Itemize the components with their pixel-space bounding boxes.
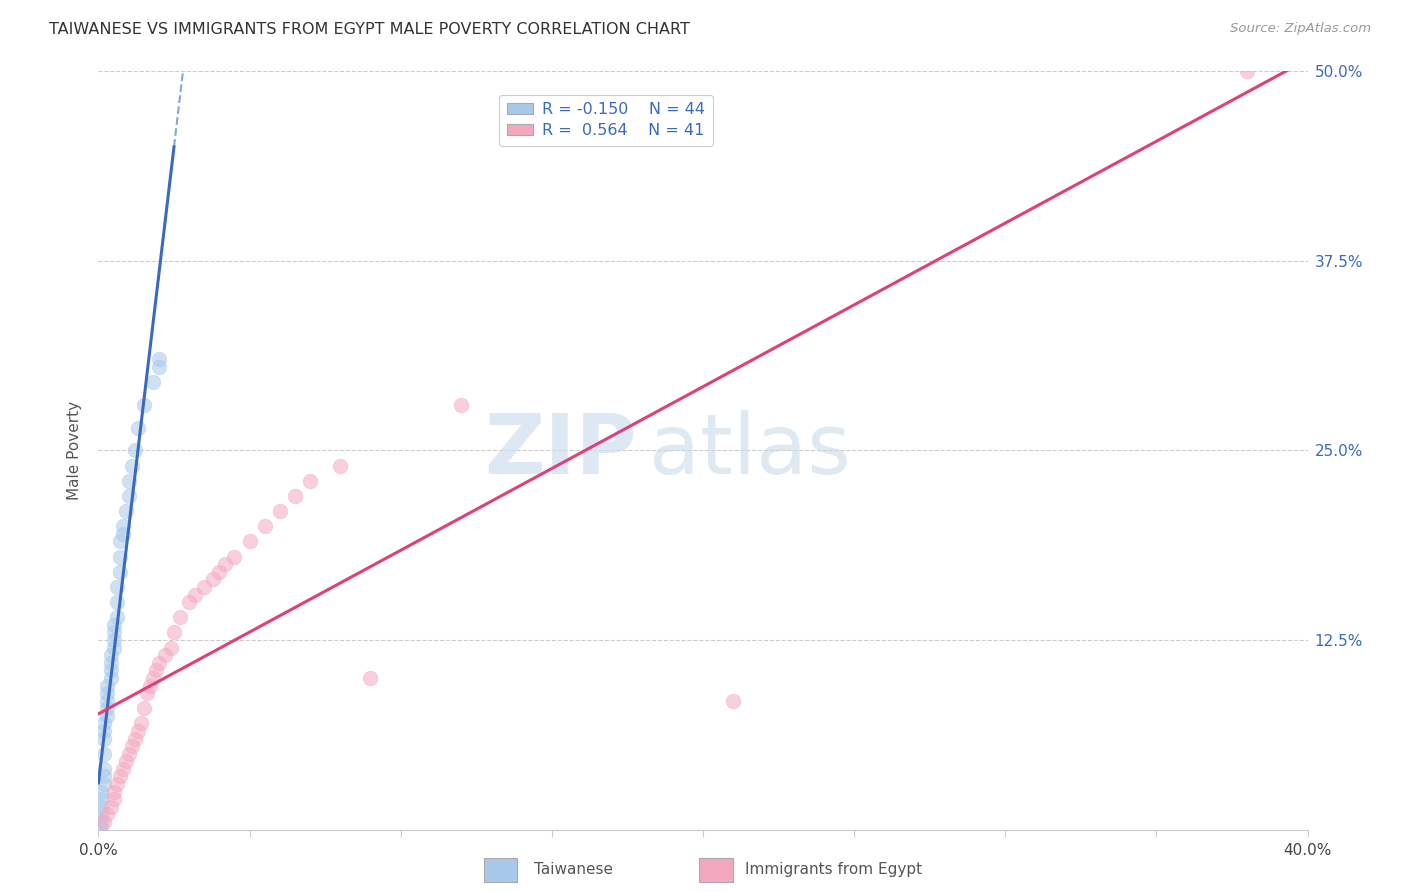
Y-axis label: Male Poverty: Male Poverty xyxy=(67,401,83,500)
Point xyxy=(148,352,170,367)
Point xyxy=(93,731,115,746)
Point xyxy=(153,648,176,662)
Point xyxy=(269,504,291,518)
Text: Taiwanese: Taiwanese xyxy=(534,863,613,877)
Point xyxy=(202,573,225,587)
Point xyxy=(105,777,128,791)
Point xyxy=(96,708,118,723)
Point xyxy=(111,526,134,541)
Text: Source: ZipAtlas.com: Source: ZipAtlas.com xyxy=(1230,22,1371,36)
Point xyxy=(93,747,115,761)
Point xyxy=(100,656,122,670)
Point xyxy=(93,769,115,784)
Point xyxy=(103,785,125,799)
Point xyxy=(111,762,134,776)
Point xyxy=(145,664,167,678)
Point xyxy=(105,595,128,609)
Point xyxy=(132,398,155,412)
Text: TAIWANESE VS IMMIGRANTS FROM EGYPT MALE POVERTY CORRELATION CHART: TAIWANESE VS IMMIGRANTS FROM EGYPT MALE … xyxy=(49,22,690,37)
Point xyxy=(124,443,146,458)
Point xyxy=(253,519,276,533)
Point xyxy=(163,625,186,640)
Legend: R = -0.150    N = 44, R =  0.564    N = 41: R = -0.150 N = 44, R = 0.564 N = 41 xyxy=(499,95,713,146)
Point xyxy=(90,785,112,799)
Point xyxy=(450,398,472,412)
Point xyxy=(132,701,155,715)
Text: Immigrants from Egypt: Immigrants from Egypt xyxy=(745,863,922,877)
Point xyxy=(142,376,165,390)
Point xyxy=(103,625,125,640)
Point xyxy=(96,678,118,692)
Point xyxy=(1236,64,1258,78)
Point xyxy=(135,686,157,700)
Point xyxy=(105,580,128,594)
Point xyxy=(90,807,112,822)
Point xyxy=(723,694,745,708)
Point xyxy=(179,595,201,609)
Point xyxy=(329,458,352,473)
Point xyxy=(96,807,118,822)
Point xyxy=(93,762,115,776)
Point xyxy=(90,821,112,835)
Point xyxy=(284,489,307,503)
Point xyxy=(108,534,131,549)
Point xyxy=(239,534,262,549)
Point xyxy=(148,359,170,375)
Point xyxy=(214,557,236,572)
Point xyxy=(96,694,118,708)
Point xyxy=(142,671,165,685)
Point xyxy=(127,421,149,435)
Point xyxy=(160,640,183,655)
Point xyxy=(93,815,115,830)
Point xyxy=(114,504,136,518)
Text: ZIP: ZIP xyxy=(484,410,637,491)
Point xyxy=(103,617,125,632)
Point xyxy=(90,800,112,814)
Point xyxy=(121,739,143,753)
Point xyxy=(193,580,215,594)
Point xyxy=(103,792,125,806)
Point xyxy=(108,769,131,784)
Text: atlas: atlas xyxy=(648,410,851,491)
Point xyxy=(184,588,207,602)
Point xyxy=(360,671,382,685)
Point xyxy=(118,474,141,488)
Point xyxy=(124,731,146,746)
Point xyxy=(93,716,115,731)
Point xyxy=(105,610,128,624)
Point xyxy=(96,701,118,715)
Point xyxy=(93,724,115,739)
Point xyxy=(90,815,112,830)
Point xyxy=(118,489,141,503)
Point xyxy=(127,724,149,739)
Point xyxy=(121,458,143,473)
Point xyxy=(100,648,122,662)
Point xyxy=(103,640,125,655)
Point xyxy=(100,671,122,685)
Point xyxy=(169,610,191,624)
Point xyxy=(139,678,162,692)
Point xyxy=(111,519,134,533)
Point xyxy=(148,656,170,670)
Point xyxy=(108,565,131,579)
Point xyxy=(100,800,122,814)
Point xyxy=(224,549,246,564)
Point xyxy=(108,549,131,564)
Point xyxy=(299,474,322,488)
Point xyxy=(103,633,125,648)
Point xyxy=(208,565,231,579)
Point xyxy=(90,792,112,806)
Point xyxy=(118,747,141,761)
Point xyxy=(129,716,152,731)
Point xyxy=(93,777,115,791)
Point xyxy=(100,664,122,678)
Point xyxy=(96,686,118,700)
Point xyxy=(114,755,136,769)
